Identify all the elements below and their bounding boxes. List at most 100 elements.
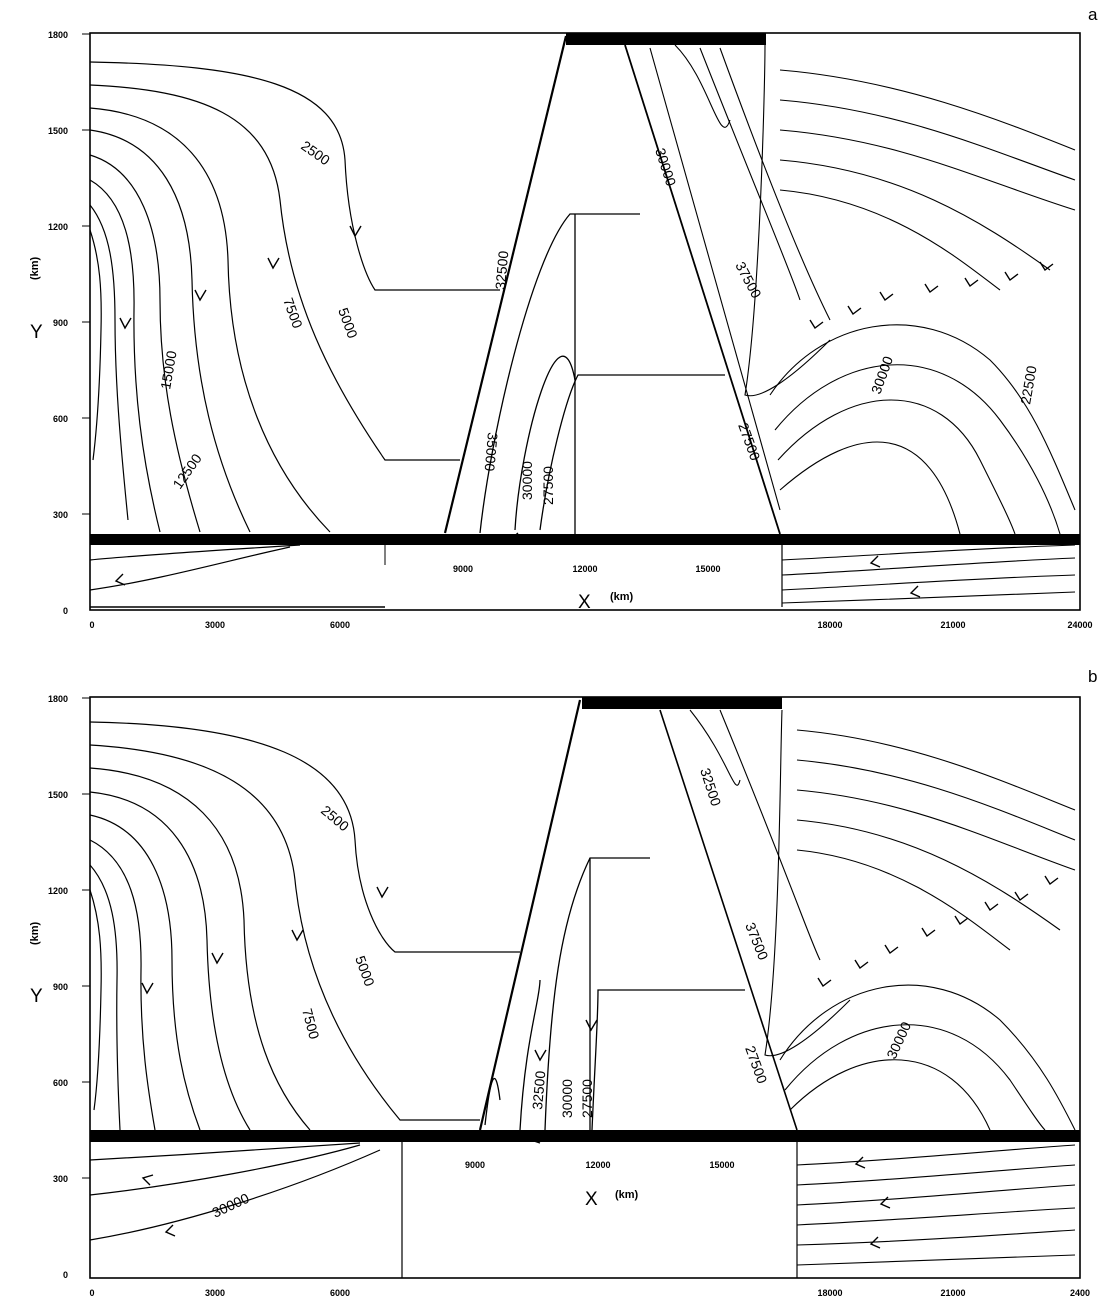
- y-tick: 1800: [48, 30, 68, 40]
- northern-boundary-bar: [582, 697, 782, 709]
- x-tick-inner: 12000: [572, 564, 597, 574]
- contour-label: 30000: [883, 1019, 914, 1061]
- y-tick: 1200: [48, 222, 68, 232]
- contour-label: 35000: [482, 432, 501, 472]
- left-basin-contours: [89, 721, 520, 1241]
- flow-arrow: [141, 982, 154, 995]
- flow-arrow: [349, 225, 362, 238]
- contour-label: 32500: [529, 1070, 548, 1110]
- panel-b-contour-labels: 2500 5000 7500 30000 32500 30000 27500 3…: [210, 766, 915, 1221]
- panel-b: b 1800 1500 1200 900 600 300 0 Y (km) 0 …: [29, 667, 1097, 1298]
- contour-label: 27500: [540, 466, 556, 505]
- contour-label: 27500: [579, 1079, 595, 1118]
- northern-boundary-bar: [566, 33, 766, 45]
- central-pass-contours: [478, 699, 745, 1131]
- y-tick: 1800: [48, 694, 68, 704]
- panel-a-frame: [89, 32, 1081, 611]
- contour-label: 30000: [519, 461, 535, 500]
- contour-label: 32500: [492, 250, 511, 290]
- central-pass-contours: [443, 35, 725, 534]
- x-tick-inner: 15000: [695, 564, 720, 574]
- right-basin-contours: [659, 709, 1076, 1266]
- y-tick: 600: [53, 1078, 68, 1088]
- contour-label: 32500: [697, 766, 724, 808]
- flow-arrow: [529, 1133, 541, 1144]
- flow-arrow: [211, 952, 224, 965]
- contour-label: 2500: [298, 137, 333, 168]
- flow-arrow: [954, 915, 969, 926]
- flow-arrow: [869, 555, 881, 568]
- contour-label: 7500: [299, 1007, 323, 1041]
- flow-arrow: [267, 257, 280, 270]
- flow-arrow: [376, 886, 389, 899]
- contour-label: 30000: [868, 354, 896, 396]
- panel-a-y-ticks: 1800 1500 1200 900 600 300 0: [48, 30, 90, 616]
- x-tick: 6000: [330, 1288, 350, 1298]
- x-tick-inner: 15000: [709, 1160, 734, 1170]
- flow-arrow: [884, 944, 899, 955]
- flow-arrow: [534, 1049, 547, 1062]
- southern-boundary-bar: [90, 534, 1080, 545]
- panel-a: a 1800 1500 1200 900 600 300 0 Y (km) 0 …: [29, 5, 1098, 630]
- contour-label: 27500: [742, 1044, 770, 1086]
- panel-b-y-ticks: 1800 1500 1200 900 600 300 0: [48, 694, 90, 1280]
- y-axis-unit: (km): [29, 256, 41, 280]
- flow-arrow: [869, 1236, 881, 1249]
- contour-label: 27500: [735, 421, 763, 463]
- flow-arrow: [114, 573, 126, 586]
- panel-a-x-ticks: 0 3000 6000 18000 21000 24000 9000 12000…: [89, 564, 1092, 630]
- panel-b-x-ticks: 0 3000 6000 18000 21000 2400 9000 12000 …: [89, 1160, 1090, 1298]
- y-axis-unit: (km): [29, 921, 41, 945]
- left-basin-contours: [89, 61, 500, 591]
- flow-arrow: [921, 927, 936, 938]
- y-tick: 900: [53, 318, 68, 328]
- flow-arrow: [1044, 875, 1059, 886]
- x-tick: 24000: [1067, 620, 1092, 630]
- x-tick: 3000: [205, 1288, 225, 1298]
- y-axis-label: Y: [30, 986, 43, 1007]
- y-tick: 0: [63, 1270, 68, 1280]
- flow-arrow: [119, 317, 132, 330]
- x-tick-inner: 9000: [465, 1160, 485, 1170]
- contour-label: 37500: [742, 920, 771, 962]
- flow-arrow: [984, 901, 999, 912]
- x-tick-inner: 12000: [585, 1160, 610, 1170]
- x-tick: 2400: [1070, 1288, 1090, 1298]
- contour-label: 5000: [352, 954, 378, 989]
- contour-label: 15000: [157, 349, 180, 390]
- x-tick: 21000: [940, 1288, 965, 1298]
- flow-arrow: [1004, 271, 1019, 282]
- contour-label: 30000: [559, 1079, 575, 1118]
- flow-arrow: [817, 977, 832, 988]
- y-tick: 300: [53, 1174, 68, 1184]
- flow-arrow: [291, 929, 304, 942]
- y-tick: 600: [53, 414, 68, 424]
- y-tick: 1500: [48, 126, 68, 136]
- contour-label: 5000: [335, 306, 361, 341]
- right-basin-contours: [624, 44, 1076, 604]
- x-tick: 21000: [940, 620, 965, 630]
- x-axis-unit: (km): [610, 591, 634, 603]
- flow-arrow: [1014, 891, 1029, 902]
- x-tick: 6000: [330, 620, 350, 630]
- panel-label-b: b: [1088, 667, 1097, 686]
- contour-label: 22500: [1017, 364, 1040, 405]
- southern-boundary-bar: [90, 1130, 1080, 1142]
- y-axis-label: Y: [30, 322, 43, 343]
- panel-b-flow-arrows: [141, 875, 1059, 1249]
- x-tick: 18000: [817, 620, 842, 630]
- contour-label: 30000: [210, 1190, 252, 1221]
- contour-label: 37500: [732, 259, 765, 301]
- flow-arrow: [909, 585, 921, 598]
- flow-arrow: [141, 1174, 154, 1186]
- panel-label-a: a: [1088, 5, 1098, 24]
- x-axis-label: X: [585, 1189, 598, 1210]
- y-tick: 900: [53, 982, 68, 992]
- x-tick: 3000: [205, 620, 225, 630]
- x-tick: 18000: [817, 1288, 842, 1298]
- x-axis-label: X: [578, 592, 591, 613]
- flow-arrow: [809, 319, 824, 330]
- y-tick: 0: [63, 606, 68, 616]
- flow-arrow: [194, 289, 207, 302]
